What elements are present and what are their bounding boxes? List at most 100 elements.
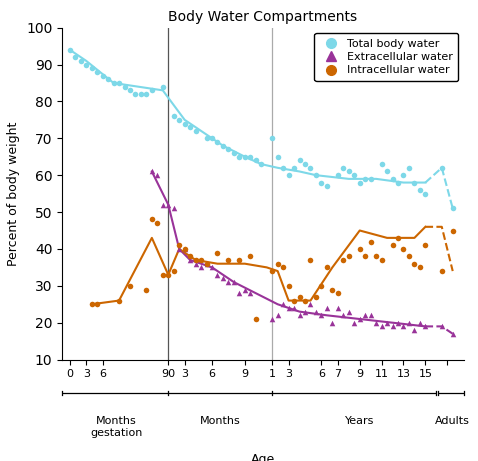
Point	[137, 90, 145, 98]
Point	[175, 245, 183, 253]
Point	[356, 315, 364, 323]
Point	[274, 260, 282, 267]
Point	[225, 256, 232, 264]
Point	[307, 164, 315, 171]
Point	[197, 264, 205, 271]
Point	[142, 286, 150, 293]
Point	[66, 46, 74, 53]
Point	[148, 216, 156, 223]
Point	[170, 267, 177, 275]
Point	[214, 138, 221, 146]
Point	[153, 171, 161, 179]
Point	[405, 319, 413, 326]
Point	[192, 127, 199, 135]
Point	[378, 323, 385, 330]
Point	[93, 68, 101, 76]
Point	[438, 267, 445, 275]
Point	[323, 264, 331, 271]
Point	[268, 315, 276, 323]
Point	[422, 242, 429, 249]
Point	[312, 308, 320, 315]
Point	[279, 164, 287, 171]
Point	[159, 83, 167, 90]
Point	[323, 304, 331, 312]
Point	[411, 260, 418, 267]
Point	[252, 157, 260, 164]
Point	[115, 79, 123, 87]
Point	[181, 120, 188, 127]
Point	[285, 304, 293, 312]
Point	[203, 260, 210, 267]
Point	[367, 312, 374, 319]
Point	[334, 304, 342, 312]
Title: Body Water Compartments: Body Water Compartments	[168, 10, 358, 24]
Point	[394, 234, 402, 242]
Point	[356, 179, 364, 186]
Point	[317, 312, 325, 319]
Point	[350, 319, 358, 326]
Point	[148, 87, 156, 94]
Point	[219, 142, 227, 149]
Point	[186, 256, 194, 264]
Point	[328, 286, 336, 293]
Point	[258, 160, 265, 168]
Text: Adults: Adults	[435, 416, 470, 426]
Point	[159, 201, 167, 208]
Point	[301, 308, 309, 315]
Point	[88, 65, 96, 72]
Point	[372, 253, 380, 260]
Point	[416, 319, 424, 326]
Point	[252, 315, 260, 323]
Point	[279, 264, 287, 271]
Point	[214, 271, 221, 278]
Point	[219, 275, 227, 282]
Text: Age: Age	[251, 453, 275, 461]
Point	[438, 164, 445, 171]
Point	[197, 256, 205, 264]
Point	[361, 175, 369, 183]
Point	[394, 319, 402, 326]
Point	[192, 260, 199, 267]
Point	[120, 83, 128, 90]
Point	[307, 256, 315, 264]
Point	[339, 312, 347, 319]
Point	[247, 253, 254, 260]
Point	[361, 312, 369, 319]
Point	[82, 61, 90, 68]
Point	[170, 112, 177, 120]
Point	[236, 256, 243, 264]
Point	[186, 124, 194, 131]
Point	[356, 245, 364, 253]
Point	[290, 164, 298, 171]
Point	[334, 290, 342, 297]
Point	[411, 326, 418, 334]
Point	[170, 205, 177, 212]
Point	[247, 290, 254, 297]
Point	[312, 171, 320, 179]
Point	[88, 301, 96, 308]
Point	[416, 264, 424, 271]
Point	[99, 72, 107, 79]
Point	[301, 297, 309, 304]
Point	[159, 271, 167, 278]
Point	[104, 76, 112, 83]
Point	[339, 164, 347, 171]
Point	[367, 175, 374, 183]
Point	[296, 157, 304, 164]
Text: Months
gestation: Months gestation	[90, 416, 142, 437]
Point	[438, 323, 445, 330]
Point	[181, 245, 188, 253]
Point	[350, 171, 358, 179]
Point	[148, 168, 156, 175]
Point	[274, 312, 282, 319]
Point	[164, 201, 172, 208]
Point	[422, 323, 429, 330]
Point	[285, 282, 293, 290]
Point	[345, 253, 353, 260]
Point	[389, 175, 396, 183]
Point	[203, 260, 210, 267]
Point	[274, 153, 282, 160]
Point	[449, 227, 456, 234]
Point	[317, 179, 325, 186]
Point	[126, 87, 134, 94]
